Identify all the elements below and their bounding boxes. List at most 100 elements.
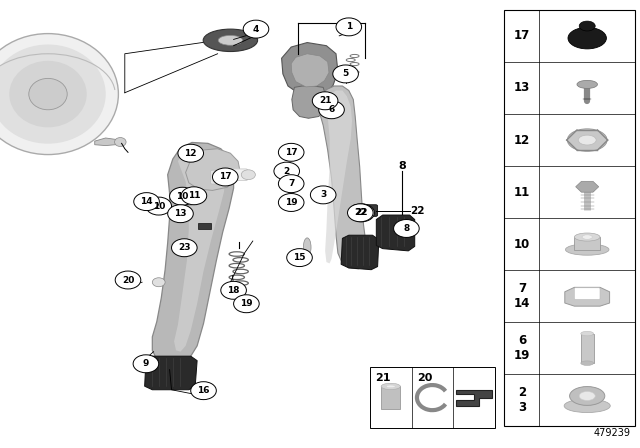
Circle shape <box>115 271 141 289</box>
Ellipse shape <box>386 385 396 388</box>
Polygon shape <box>282 43 338 96</box>
Circle shape <box>333 65 358 83</box>
Text: 5: 5 <box>342 69 349 78</box>
FancyBboxPatch shape <box>575 288 600 299</box>
Circle shape <box>168 205 193 223</box>
Text: 479239: 479239 <box>593 428 630 438</box>
Text: 12: 12 <box>184 149 197 158</box>
Circle shape <box>133 355 159 373</box>
Ellipse shape <box>577 80 598 88</box>
Circle shape <box>146 197 172 215</box>
Ellipse shape <box>579 135 596 145</box>
Polygon shape <box>325 90 352 263</box>
Text: 16: 16 <box>197 386 210 395</box>
Circle shape <box>212 168 238 186</box>
Polygon shape <box>341 235 379 270</box>
Polygon shape <box>564 287 610 306</box>
Circle shape <box>349 204 374 222</box>
Text: 19: 19 <box>285 198 298 207</box>
Text: 13: 13 <box>174 209 187 218</box>
Ellipse shape <box>9 61 87 127</box>
Circle shape <box>234 295 259 313</box>
Polygon shape <box>292 86 326 118</box>
Polygon shape <box>376 215 415 251</box>
Ellipse shape <box>581 361 594 366</box>
Ellipse shape <box>568 129 607 151</box>
Text: 7: 7 <box>288 179 294 188</box>
Circle shape <box>152 278 165 287</box>
Circle shape <box>172 239 197 257</box>
Circle shape <box>278 194 304 211</box>
Circle shape <box>287 249 312 267</box>
Circle shape <box>278 143 304 161</box>
Bar <box>198 223 211 229</box>
Text: 18: 18 <box>227 286 240 295</box>
Ellipse shape <box>204 29 257 52</box>
Text: 6: 6 <box>328 105 335 114</box>
Text: 23: 23 <box>178 243 191 252</box>
Ellipse shape <box>303 238 311 257</box>
Polygon shape <box>152 142 234 365</box>
Ellipse shape <box>218 35 243 45</box>
Ellipse shape <box>564 399 611 413</box>
Ellipse shape <box>29 78 67 110</box>
Text: 17: 17 <box>514 30 530 43</box>
Circle shape <box>336 18 362 36</box>
Text: 8: 8 <box>403 224 410 233</box>
Polygon shape <box>291 54 329 87</box>
Circle shape <box>278 175 304 193</box>
Text: 22: 22 <box>354 208 367 217</box>
Text: 21: 21 <box>375 373 390 383</box>
Bar <box>381 386 401 409</box>
Text: 4: 4 <box>253 25 259 34</box>
Circle shape <box>170 187 195 205</box>
Circle shape <box>134 193 159 211</box>
Text: 20: 20 <box>122 276 134 284</box>
Ellipse shape <box>115 138 126 146</box>
Ellipse shape <box>570 387 605 405</box>
Polygon shape <box>145 356 197 390</box>
Text: 9: 9 <box>143 359 149 368</box>
Text: 22: 22 <box>355 208 368 217</box>
Ellipse shape <box>579 392 595 401</box>
Circle shape <box>274 162 300 180</box>
Ellipse shape <box>575 233 600 241</box>
Ellipse shape <box>582 235 593 239</box>
Text: 11: 11 <box>514 185 530 198</box>
Circle shape <box>180 194 197 205</box>
FancyBboxPatch shape <box>353 205 378 216</box>
Bar <box>581 334 593 363</box>
Text: 8: 8 <box>398 161 406 171</box>
Polygon shape <box>576 181 599 192</box>
Ellipse shape <box>0 34 118 155</box>
Polygon shape <box>456 390 492 406</box>
Text: 15: 15 <box>293 253 306 262</box>
Text: 10: 10 <box>176 192 189 201</box>
Polygon shape <box>319 86 368 269</box>
Polygon shape <box>95 138 120 146</box>
Circle shape <box>243 20 269 38</box>
Text: 13: 13 <box>514 82 530 95</box>
Circle shape <box>191 382 216 400</box>
Ellipse shape <box>381 383 401 389</box>
Text: 22: 22 <box>410 206 425 215</box>
Ellipse shape <box>579 21 595 31</box>
Text: 2: 2 <box>284 167 290 176</box>
Text: 7
14: 7 14 <box>514 282 530 310</box>
Circle shape <box>348 204 373 222</box>
Text: 3: 3 <box>320 190 326 199</box>
Text: 20: 20 <box>417 373 432 383</box>
Polygon shape <box>186 149 240 190</box>
Text: 17: 17 <box>219 172 232 181</box>
Circle shape <box>181 187 207 205</box>
Text: 12: 12 <box>514 134 530 146</box>
Circle shape <box>178 144 204 162</box>
Bar <box>504 10 636 426</box>
Ellipse shape <box>566 244 609 255</box>
Text: 21: 21 <box>319 96 332 105</box>
Text: 19: 19 <box>240 299 253 308</box>
Ellipse shape <box>568 27 607 49</box>
Circle shape <box>319 101 344 119</box>
Circle shape <box>312 92 338 110</box>
Text: 2
3: 2 3 <box>518 387 526 414</box>
